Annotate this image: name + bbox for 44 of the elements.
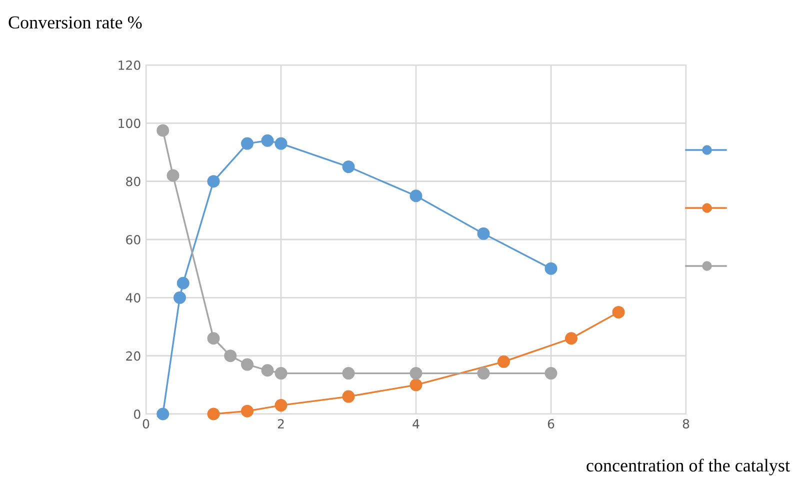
- x-tick-label: 2: [278, 419, 284, 428]
- y-tick-label: 0: [134, 409, 140, 419]
- point: [612, 306, 625, 318]
- y-tick-label: 60: [126, 234, 140, 244]
- point: [274, 399, 288, 412]
- point: [241, 404, 254, 418]
- point: [241, 358, 254, 371]
- point: [544, 262, 558, 275]
- y-tick-label: 80: [126, 176, 140, 186]
- y-tick-label: 40: [126, 293, 140, 303]
- point: [241, 137, 254, 150]
- x-tick-label: 8: [682, 419, 690, 429]
- x-tick-label: 4: [412, 419, 420, 428]
- point: [207, 175, 220, 188]
- point: [544, 367, 558, 380]
- point: [477, 367, 490, 380]
- x-tick-label: 6: [548, 419, 554, 429]
- y-tick-label: 20: [126, 351, 140, 361]
- point: [342, 367, 355, 380]
- point: [166, 169, 180, 182]
- point: [498, 355, 510, 368]
- point: [174, 291, 186, 304]
- y-tick-label: 100: [118, 118, 140, 128]
- point: [477, 227, 490, 240]
- point: [261, 364, 274, 377]
- point: [342, 160, 355, 174]
- point: [410, 190, 422, 202]
- point: [274, 137, 288, 150]
- point: [207, 408, 220, 420]
- point: [176, 276, 190, 290]
- point: [565, 332, 578, 345]
- x-tick-label: 0: [142, 419, 150, 429]
- point: [274, 367, 288, 380]
- point: [261, 134, 274, 147]
- point: [207, 332, 220, 345]
- point: [156, 408, 170, 420]
- x-axis-title: concentration of the catalyst: [586, 458, 790, 476]
- y-tick-label: 120: [118, 60, 140, 70]
- point: [156, 124, 170, 137]
- point: [410, 378, 422, 392]
- point: [342, 390, 355, 403]
- y-axis-title: Conversion rate %: [8, 16, 142, 29]
- point: [410, 367, 422, 380]
- point: [224, 350, 237, 362]
